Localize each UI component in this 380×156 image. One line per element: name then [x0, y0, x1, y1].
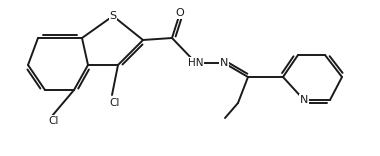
Text: S: S [109, 11, 117, 21]
Text: Cl: Cl [49, 116, 59, 126]
Text: Cl: Cl [110, 98, 120, 108]
Text: N: N [220, 58, 228, 68]
Text: N: N [300, 95, 308, 105]
Text: O: O [176, 8, 184, 18]
Text: HN: HN [188, 58, 204, 68]
